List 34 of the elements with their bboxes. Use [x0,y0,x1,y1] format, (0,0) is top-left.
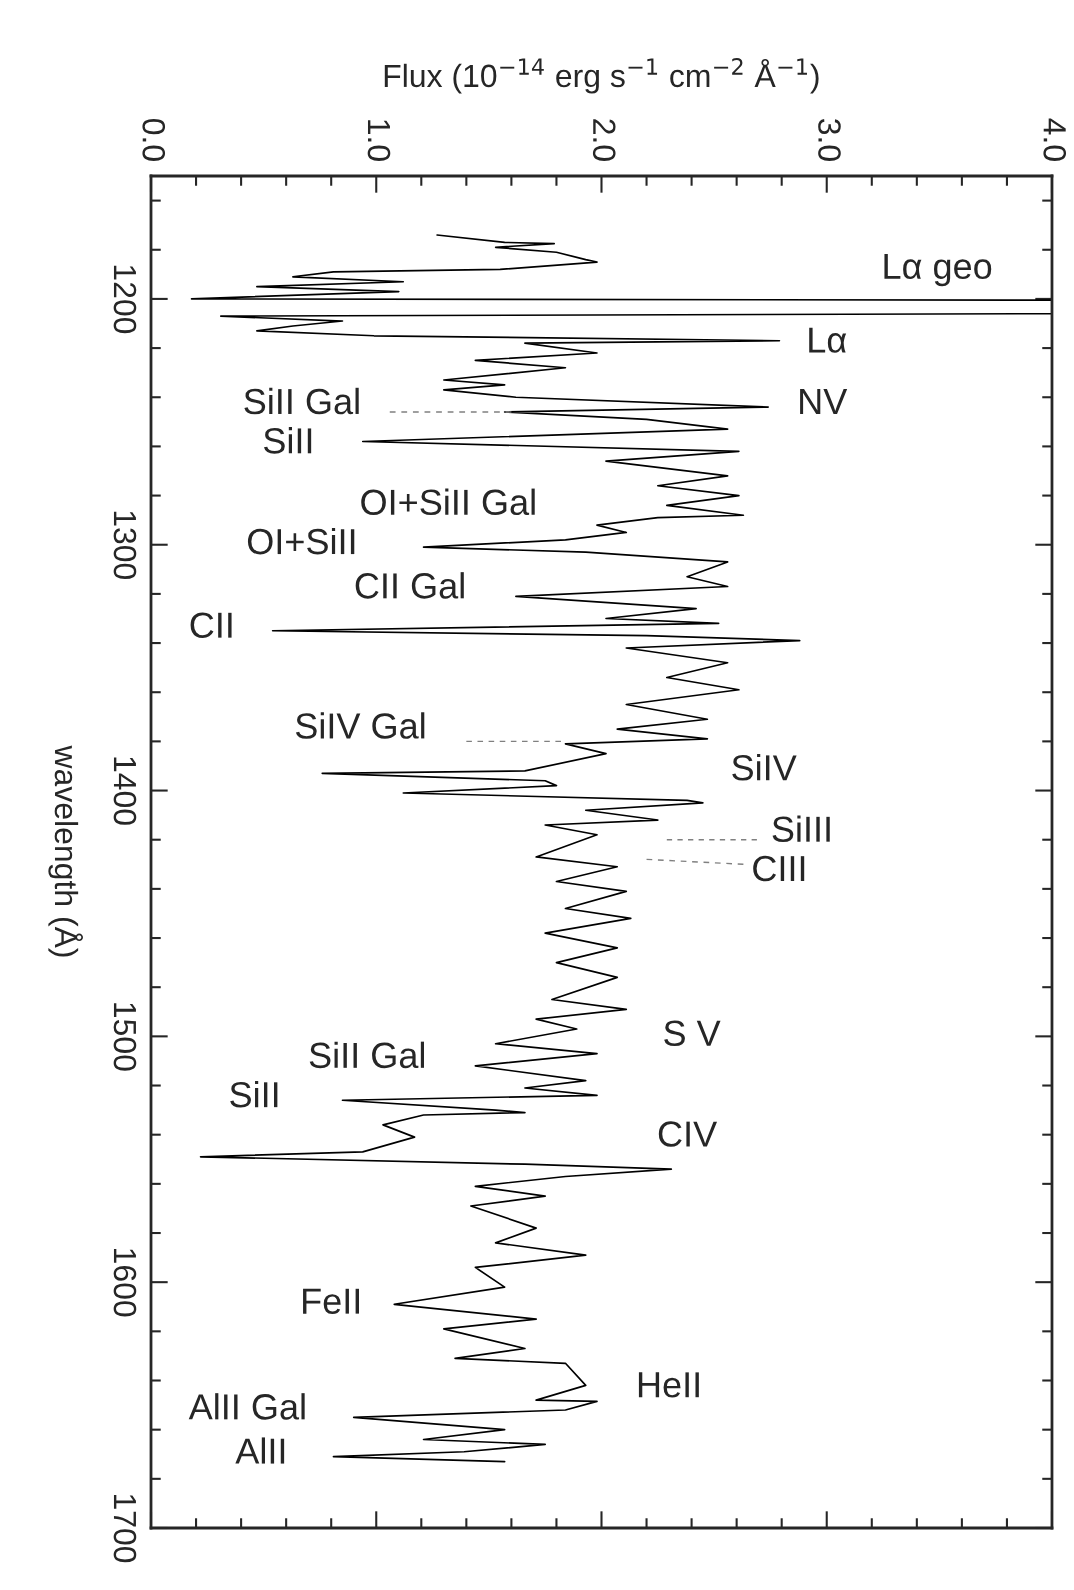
x-tick-label: 0.0 [142,118,166,161]
annotation: S V [664,1020,721,1047]
annotation: SiIV Gal [295,712,425,739]
x-tick-label: 1.0 [367,120,391,161]
annotation: AlII Gal [188,1393,305,1420]
annotation: CIII [753,855,805,882]
x-tick-label: 3.0 [818,118,841,161]
annotation: SiII [263,427,312,454]
annotation: FeII [303,1288,359,1314]
annotation: NV [800,389,848,414]
y-tick-label: 1600 [113,1249,137,1317]
annotation: OI+SiII [247,527,355,555]
text: Flux (10$^{−14}$ erg s$^{−1}$ cm$^{−2}$ Å$^{−1}$) [384,58,819,94]
annotation: Lα [809,327,847,353]
annotation: SiIV [732,754,797,781]
y-tick-label: 1400 [113,757,137,825]
annotation: CIV [658,1121,718,1147]
annotation: CII [190,612,232,638]
y-tick-label: 1200 [113,265,137,334]
annotation: OI+SiII Gal [361,488,535,516]
y-axis-title: wavelength (Å) [48,745,83,957]
x-tick-label: 2.0 [592,119,616,161]
annotation: HeII [638,1372,699,1398]
y-tick-label: 1700 [113,1494,137,1563]
x-tick-label: 4.0 [1043,118,1067,161]
y-tick-label: 1300 [113,511,137,580]
annotation: CII Gal [355,572,464,599]
annotation: SiII [230,1080,278,1108]
annotation: SiII Gal [309,1041,425,1069]
y-tick-label: 1500 [113,1003,137,1071]
annotation: SiII Gal [244,387,359,415]
annotation: Lα geo [884,253,992,287]
annotation: SiIII [772,815,830,843]
annotation: AlII [235,1437,285,1464]
